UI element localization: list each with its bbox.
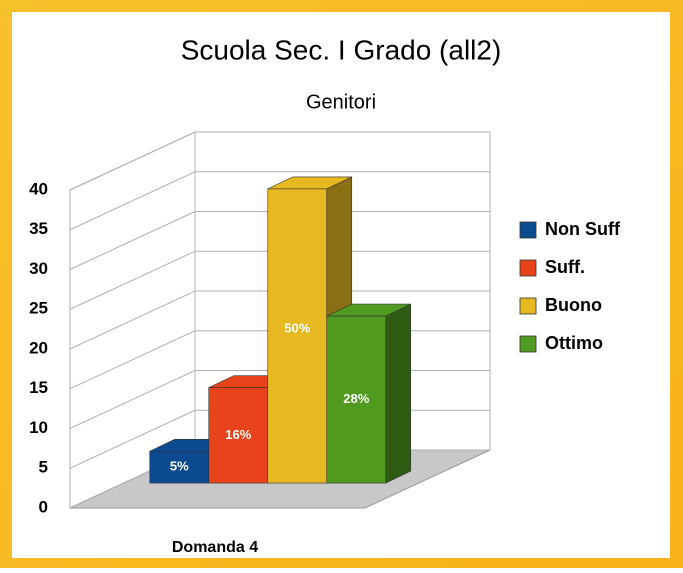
bar <box>326 315 387 484</box>
legend-label: Non Suff <box>545 219 621 239</box>
legend-swatch <box>519 297 537 315</box>
bar <box>149 450 210 484</box>
grid-line <box>69 290 490 350</box>
y-tick-label: 30 <box>29 259 48 278</box>
legend-swatch <box>519 335 537 353</box>
legend-label: Ottimo <box>545 333 603 353</box>
x-tick-label: Domanda 4 <box>172 539 258 556</box>
grid-line <box>69 171 490 231</box>
bar-side <box>385 303 412 484</box>
legend-swatch <box>519 221 537 239</box>
y-tick-label: 5 <box>39 458 48 477</box>
y-tick-label: 0 <box>39 497 48 516</box>
data-label: 50% <box>284 320 310 335</box>
data-label: 16% <box>225 427 251 442</box>
y-tick-label: 20 <box>29 338 48 357</box>
grid-line <box>69 131 490 191</box>
grid-line <box>69 211 490 270</box>
data-label: 5% <box>170 459 189 474</box>
legend-swatch <box>519 259 537 277</box>
y-tick-label: 10 <box>29 418 48 437</box>
chart-title: Scuola Sec. I Grado (all2) <box>181 34 502 65</box>
legend-label: Buono <box>545 295 602 315</box>
y-tick-label: 40 <box>29 179 48 198</box>
y-tick-label: 35 <box>29 219 48 238</box>
data-label: 28% <box>343 391 369 406</box>
bar <box>267 188 328 484</box>
legend-label: Suff. <box>545 257 585 277</box>
bar <box>208 387 269 484</box>
y-tick-label: 15 <box>29 378 48 397</box>
chart-subtitle: Genitori <box>306 91 376 113</box>
y-tick-label: 25 <box>29 299 48 318</box>
grid-line <box>69 250 490 310</box>
